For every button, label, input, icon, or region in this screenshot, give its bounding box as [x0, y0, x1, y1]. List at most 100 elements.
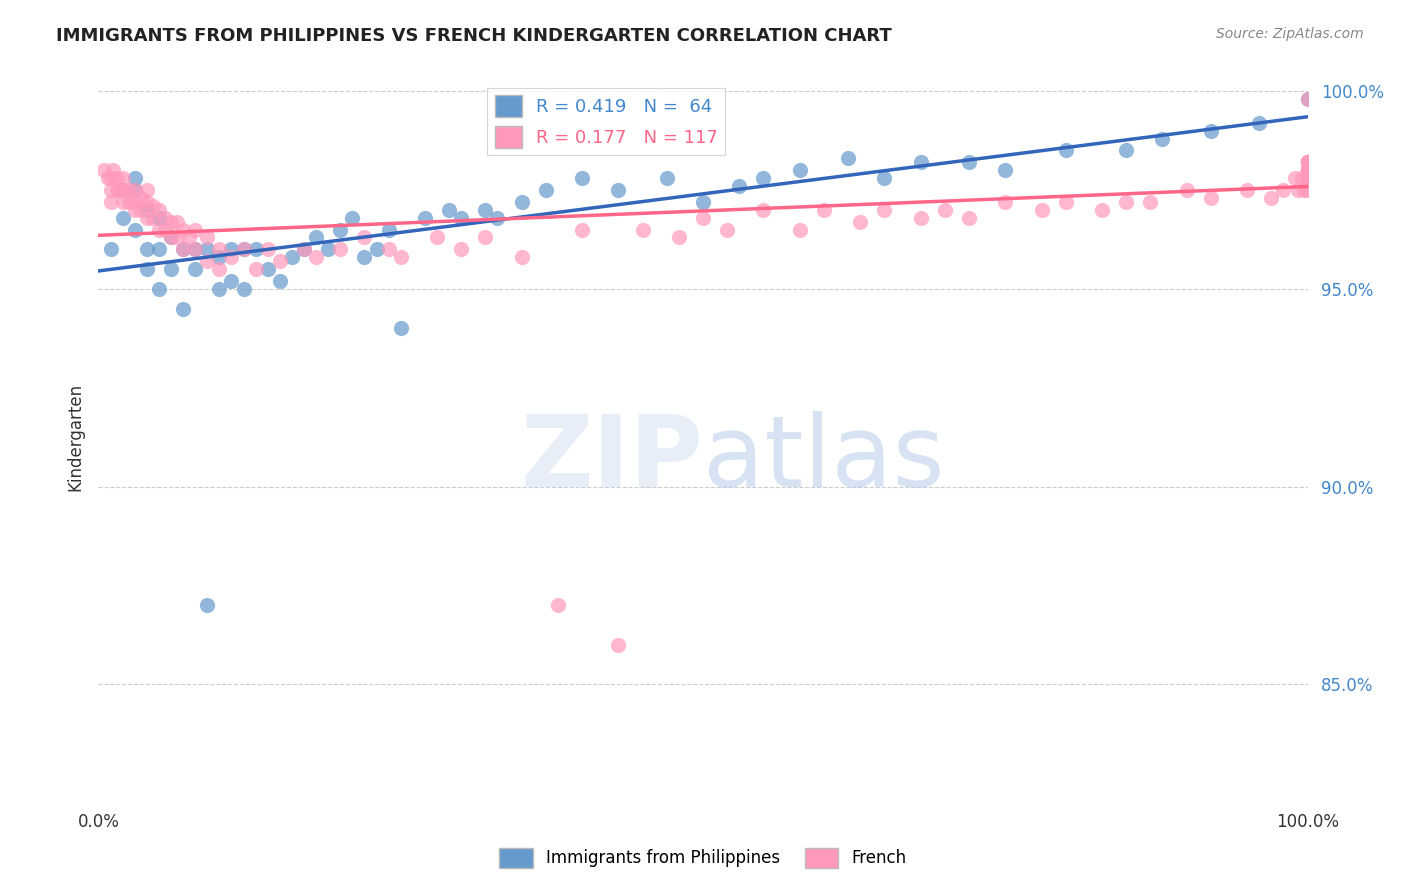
French: [1139, 194, 1161, 209]
French: [111, 183, 134, 197]
French: [124, 183, 146, 197]
French: [124, 194, 146, 209]
Immigrants from Philippines: [1152, 131, 1174, 145]
French: [245, 262, 267, 277]
Immigrants from Philippines: [789, 163, 811, 178]
French: [142, 199, 165, 213]
French: [1284, 171, 1306, 186]
French: [631, 222, 654, 236]
French: [426, 230, 449, 244]
French: [221, 250, 243, 264]
Immigrants from Philippines: [172, 242, 194, 256]
Immigrants from Philippines: [195, 242, 218, 256]
French: [184, 242, 207, 256]
Text: ZIP: ZIP: [520, 410, 703, 508]
French: [813, 202, 835, 217]
French: [1296, 155, 1319, 169]
French: [111, 194, 134, 209]
Immigrants from Philippines: [184, 262, 207, 277]
Immigrants from Philippines: [534, 183, 557, 197]
French: [166, 214, 188, 228]
French: [1296, 171, 1319, 186]
French: [135, 194, 157, 209]
Immigrants from Philippines: [1199, 123, 1222, 137]
French: [153, 222, 176, 236]
French: [474, 230, 496, 244]
French: [108, 183, 131, 197]
Immigrants from Philippines: [135, 262, 157, 277]
Immigrants from Philippines: [281, 250, 304, 264]
Immigrants from Philippines: [329, 222, 352, 236]
Immigrants from Philippines: [437, 202, 460, 217]
French: [1296, 155, 1319, 169]
French: [1091, 202, 1114, 217]
Immigrants from Philippines: [124, 222, 146, 236]
French: [97, 171, 120, 186]
Immigrants from Philippines: [607, 183, 630, 197]
Immigrants from Philippines: [1249, 116, 1271, 130]
Immigrants from Philippines: [208, 282, 231, 296]
French: [1296, 163, 1319, 178]
Immigrants from Philippines: [389, 321, 412, 335]
French: [1272, 183, 1295, 197]
French: [1115, 194, 1137, 209]
Immigrants from Philippines: [111, 211, 134, 225]
Immigrants from Philippines: [413, 211, 436, 225]
Immigrants from Philippines: [486, 211, 509, 225]
French: [1296, 155, 1319, 169]
Immigrants from Philippines: [994, 163, 1017, 178]
French: [1296, 155, 1319, 169]
Immigrants from Philippines: [353, 250, 375, 264]
French: [789, 222, 811, 236]
French: [1296, 163, 1319, 178]
French: [129, 191, 152, 205]
Immigrants from Philippines: [148, 242, 170, 256]
Immigrants from Philippines: [873, 171, 896, 186]
French: [1175, 183, 1198, 197]
French: [1296, 183, 1319, 197]
Y-axis label: Kindergarten: Kindergarten: [66, 383, 84, 491]
French: [153, 211, 176, 225]
French: [1296, 155, 1319, 169]
French: [873, 202, 896, 217]
French: [305, 250, 328, 264]
French: [100, 171, 122, 186]
Immigrants from Philippines: [148, 282, 170, 296]
French: [105, 171, 128, 186]
Immigrants from Philippines: [111, 183, 134, 197]
French: [716, 222, 738, 236]
Immigrants from Philippines: [160, 230, 183, 244]
French: [1296, 163, 1319, 178]
Immigrants from Philippines: [1296, 92, 1319, 106]
French: [849, 214, 872, 228]
French: [1296, 163, 1319, 178]
Text: atlas: atlas: [703, 410, 945, 508]
French: [752, 202, 775, 217]
French: [195, 230, 218, 244]
French: [1296, 163, 1319, 178]
French: [1296, 155, 1319, 169]
French: [1296, 163, 1319, 178]
Immigrants from Philippines: [208, 250, 231, 264]
French: [118, 183, 141, 197]
French: [148, 222, 170, 236]
French: [547, 598, 569, 612]
Immigrants from Philippines: [232, 242, 254, 256]
Immigrants from Philippines: [184, 242, 207, 256]
Immigrants from Philippines: [450, 211, 472, 225]
French: [292, 242, 315, 256]
French: [100, 194, 122, 209]
French: [1296, 155, 1319, 169]
French: [166, 230, 188, 244]
French: [1260, 191, 1282, 205]
French: [135, 211, 157, 225]
French: [692, 211, 714, 225]
French: [1296, 163, 1319, 178]
French: [1296, 155, 1319, 169]
French: [111, 171, 134, 186]
French: [1031, 202, 1053, 217]
French: [1296, 163, 1319, 178]
French: [160, 230, 183, 244]
Immigrants from Philippines: [124, 171, 146, 186]
French: [195, 254, 218, 268]
